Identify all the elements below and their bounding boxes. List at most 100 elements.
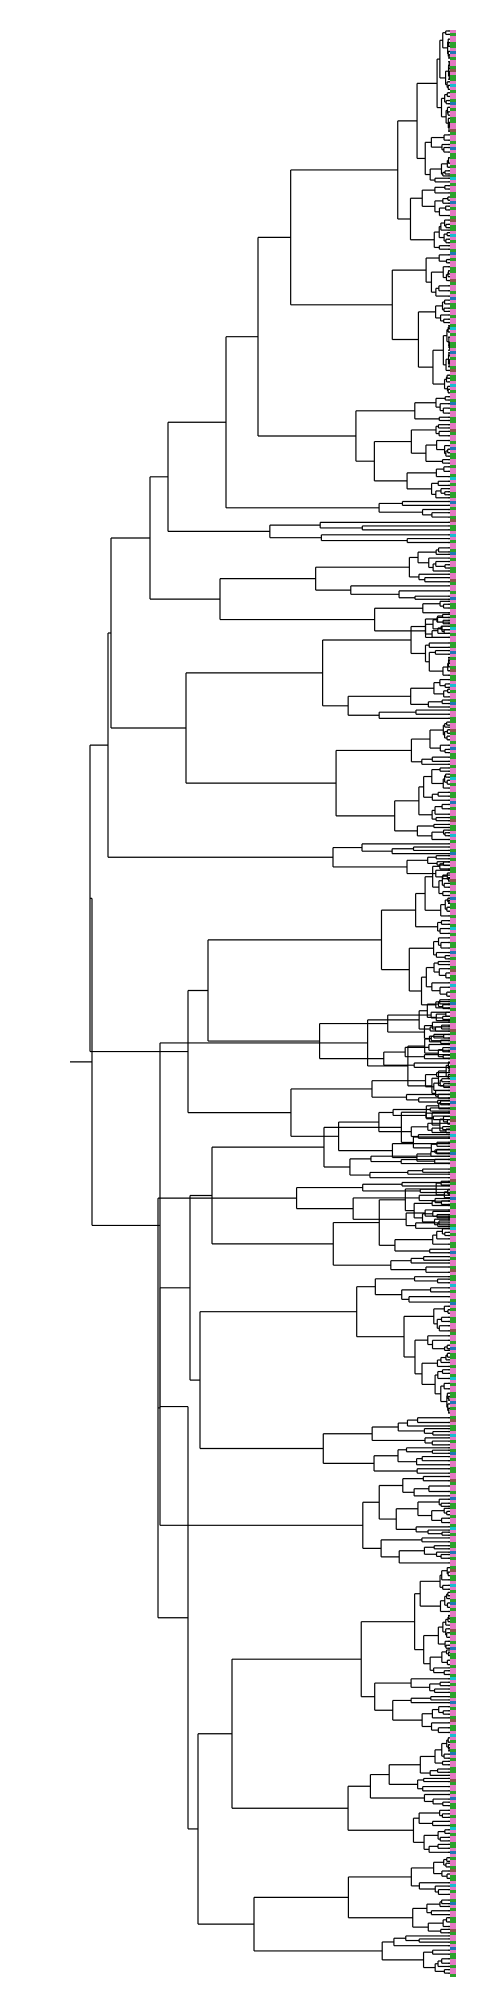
leaf-color-cell bbox=[450, 879, 456, 882]
leaf-color-cell bbox=[450, 693, 456, 696]
leaf-color-cell bbox=[450, 1842, 456, 1845]
leaf-color-cell bbox=[450, 1479, 456, 1482]
leaf-color-cell bbox=[450, 963, 456, 966]
leaf-color-cell bbox=[450, 1599, 456, 1602]
leaf-color-cell bbox=[450, 1749, 456, 1752]
leaf-color-cell bbox=[450, 84, 456, 87]
leaf-color-cell bbox=[450, 1275, 456, 1278]
leaf-color-cell bbox=[450, 567, 456, 570]
leaf-color-cell bbox=[450, 348, 456, 351]
leaf-color-cell bbox=[450, 486, 456, 489]
leaf-color-cell bbox=[450, 99, 456, 102]
leaf-color-cell bbox=[450, 1554, 456, 1557]
leaf-color-cell bbox=[450, 420, 456, 423]
leaf-color-cell bbox=[450, 972, 456, 975]
leaf-color-cell bbox=[450, 954, 456, 957]
leaf-color-cell bbox=[450, 1173, 456, 1176]
leaf-color-cell bbox=[450, 1704, 456, 1707]
leaf-color-cell bbox=[450, 1404, 456, 1407]
leaf-color-cell bbox=[450, 735, 456, 738]
leaf-color-cell bbox=[450, 96, 456, 99]
leaf-color-cell bbox=[450, 849, 456, 852]
leaf-color-cell bbox=[450, 576, 456, 579]
leaf-color-cell bbox=[450, 1821, 456, 1824]
leaf-color-cell bbox=[450, 453, 456, 456]
leaf-color-cell bbox=[450, 1356, 456, 1359]
leaf-color-cell bbox=[450, 1446, 456, 1449]
leaf-color-cell bbox=[450, 231, 456, 234]
leaf-color-cell bbox=[450, 429, 456, 432]
leaf-color-cell bbox=[450, 204, 456, 207]
leaf-color-cell bbox=[450, 1686, 456, 1689]
leaf-color-cell bbox=[450, 642, 456, 645]
leaf-color-cell bbox=[450, 1074, 456, 1077]
leaf-color-cell bbox=[450, 828, 456, 831]
leaf-color-cell bbox=[450, 261, 456, 264]
leaf-color-cell bbox=[450, 1221, 456, 1224]
leaf-color-cell bbox=[450, 441, 456, 444]
leaf-color-cell bbox=[450, 1452, 456, 1455]
leaf-color-cell bbox=[450, 1023, 456, 1026]
leaf-color-cell bbox=[450, 1845, 456, 1848]
leaf-color-cell bbox=[450, 912, 456, 915]
leaf-color-cell bbox=[450, 990, 456, 993]
leaf-color-cell bbox=[450, 897, 456, 900]
leaf-color-cell bbox=[450, 162, 456, 165]
leaf-color-cell bbox=[450, 33, 456, 36]
leaf-color-cell bbox=[450, 1677, 456, 1680]
leaf-color-cell bbox=[450, 1545, 456, 1548]
leaf-color-cell bbox=[450, 402, 456, 405]
leaf-color-cell bbox=[450, 633, 456, 636]
leaf-color-cell bbox=[450, 1578, 456, 1581]
leaf-color-cell bbox=[450, 483, 456, 486]
leaf-color-cell bbox=[450, 1476, 456, 1479]
leaf-color-cell bbox=[450, 1113, 456, 1116]
leaf-color-cell bbox=[450, 1119, 456, 1122]
leaf-color-cell bbox=[450, 816, 456, 819]
leaf-color-cell bbox=[450, 273, 456, 276]
leaf-color-cell bbox=[450, 228, 456, 231]
leaf-color-cell bbox=[450, 939, 456, 942]
leaf-color-cell bbox=[450, 36, 456, 39]
leaf-color-cell bbox=[450, 591, 456, 594]
leaf-color-cell bbox=[450, 474, 456, 477]
leaf-color-cell bbox=[450, 1533, 456, 1536]
leaf-color-cell bbox=[450, 1539, 456, 1542]
leaf-color-cell bbox=[450, 1857, 456, 1860]
leaf-color-cell bbox=[450, 357, 456, 360]
leaf-color-cell bbox=[450, 1914, 456, 1917]
leaf-color-cell bbox=[450, 414, 456, 417]
leaf-color-cell bbox=[450, 1719, 456, 1722]
leaf-color-cell bbox=[450, 1830, 456, 1833]
leaf-color-cell bbox=[450, 1110, 456, 1113]
leaf-color-cell bbox=[450, 1611, 456, 1614]
leaf-color-cell bbox=[450, 1710, 456, 1713]
leaf-color-cell bbox=[450, 564, 456, 567]
leaf-color-cell bbox=[450, 1935, 456, 1938]
leaf-color-cell bbox=[450, 1050, 456, 1053]
leaf-color-cell bbox=[450, 1494, 456, 1497]
leaf-color-cell bbox=[450, 1224, 456, 1227]
leaf-color-cell bbox=[450, 1761, 456, 1764]
leaf-color-cell bbox=[450, 1707, 456, 1710]
leaf-color-cell bbox=[450, 1077, 456, 1080]
leaf-color-cell bbox=[450, 843, 456, 846]
leaf-color-cell bbox=[450, 663, 456, 666]
leaf-color-cell bbox=[450, 108, 456, 111]
leaf-color-cell bbox=[450, 1431, 456, 1434]
leaf-color-cell bbox=[450, 1278, 456, 1281]
leaf-color-cell bbox=[450, 741, 456, 744]
leaf-color-cell bbox=[450, 870, 456, 873]
leaf-color-cell bbox=[450, 1638, 456, 1641]
leaf-color-cell bbox=[450, 1068, 456, 1071]
leaf-color-cell bbox=[450, 378, 456, 381]
leaf-color-cell bbox=[450, 1875, 456, 1878]
leaf-color-cell bbox=[450, 1773, 456, 1776]
leaf-color-cell bbox=[450, 1131, 456, 1134]
leaf-color-cell bbox=[450, 1944, 456, 1947]
leaf-color-cell bbox=[450, 63, 456, 66]
leaf-color-cell bbox=[450, 1080, 456, 1083]
leaf-color-cell bbox=[450, 813, 456, 816]
leaf-color-cell bbox=[450, 1410, 456, 1413]
leaf-color-cell bbox=[450, 1617, 456, 1620]
